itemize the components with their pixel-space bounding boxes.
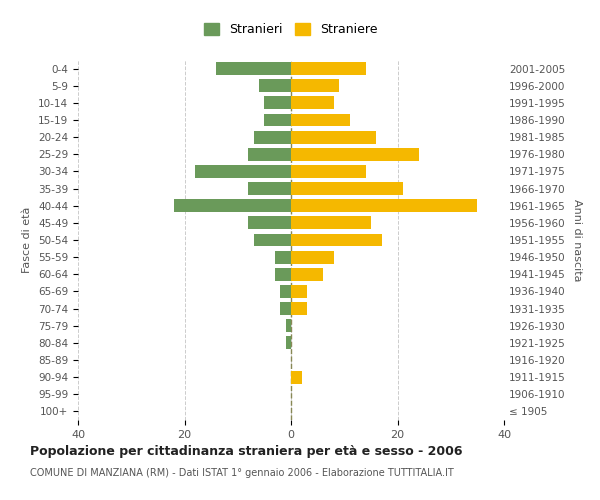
Bar [259, 80, 291, 92]
Bar [291, 165, 365, 178]
Bar [254, 234, 291, 246]
Bar [291, 80, 339, 92]
Bar [248, 148, 291, 160]
Bar [291, 370, 302, 384]
Bar [291, 62, 365, 75]
Bar [248, 182, 291, 195]
Y-axis label: Anni di nascita: Anni di nascita [572, 198, 582, 281]
Bar [291, 250, 334, 264]
Bar [291, 285, 307, 298]
Bar [286, 336, 291, 349]
Bar [195, 165, 291, 178]
Bar [286, 320, 291, 332]
Bar [174, 200, 291, 212]
Text: COMUNE DI MANZIANA (RM) - Dati ISTAT 1° gennaio 2006 - Elaborazione TUTTITALIA.I: COMUNE DI MANZIANA (RM) - Dati ISTAT 1° … [30, 468, 454, 477]
Bar [291, 268, 323, 280]
Text: Popolazione per cittadinanza straniera per età e sesso - 2006: Popolazione per cittadinanza straniera p… [30, 445, 463, 458]
Bar [291, 302, 307, 315]
Bar [254, 130, 291, 143]
Bar [265, 96, 291, 110]
Bar [217, 62, 291, 75]
Bar [291, 216, 371, 230]
Bar [291, 234, 382, 246]
Bar [291, 182, 403, 195]
Bar [280, 285, 291, 298]
Y-axis label: Fasce di età: Fasce di età [22, 207, 32, 273]
Bar [275, 268, 291, 280]
Bar [280, 302, 291, 315]
Bar [291, 114, 350, 126]
Bar [291, 200, 478, 212]
Bar [248, 216, 291, 230]
Legend: Stranieri, Straniere: Stranieri, Straniere [200, 20, 382, 40]
Bar [291, 96, 334, 110]
Bar [275, 250, 291, 264]
Bar [291, 130, 376, 143]
Bar [291, 148, 419, 160]
Bar [265, 114, 291, 126]
